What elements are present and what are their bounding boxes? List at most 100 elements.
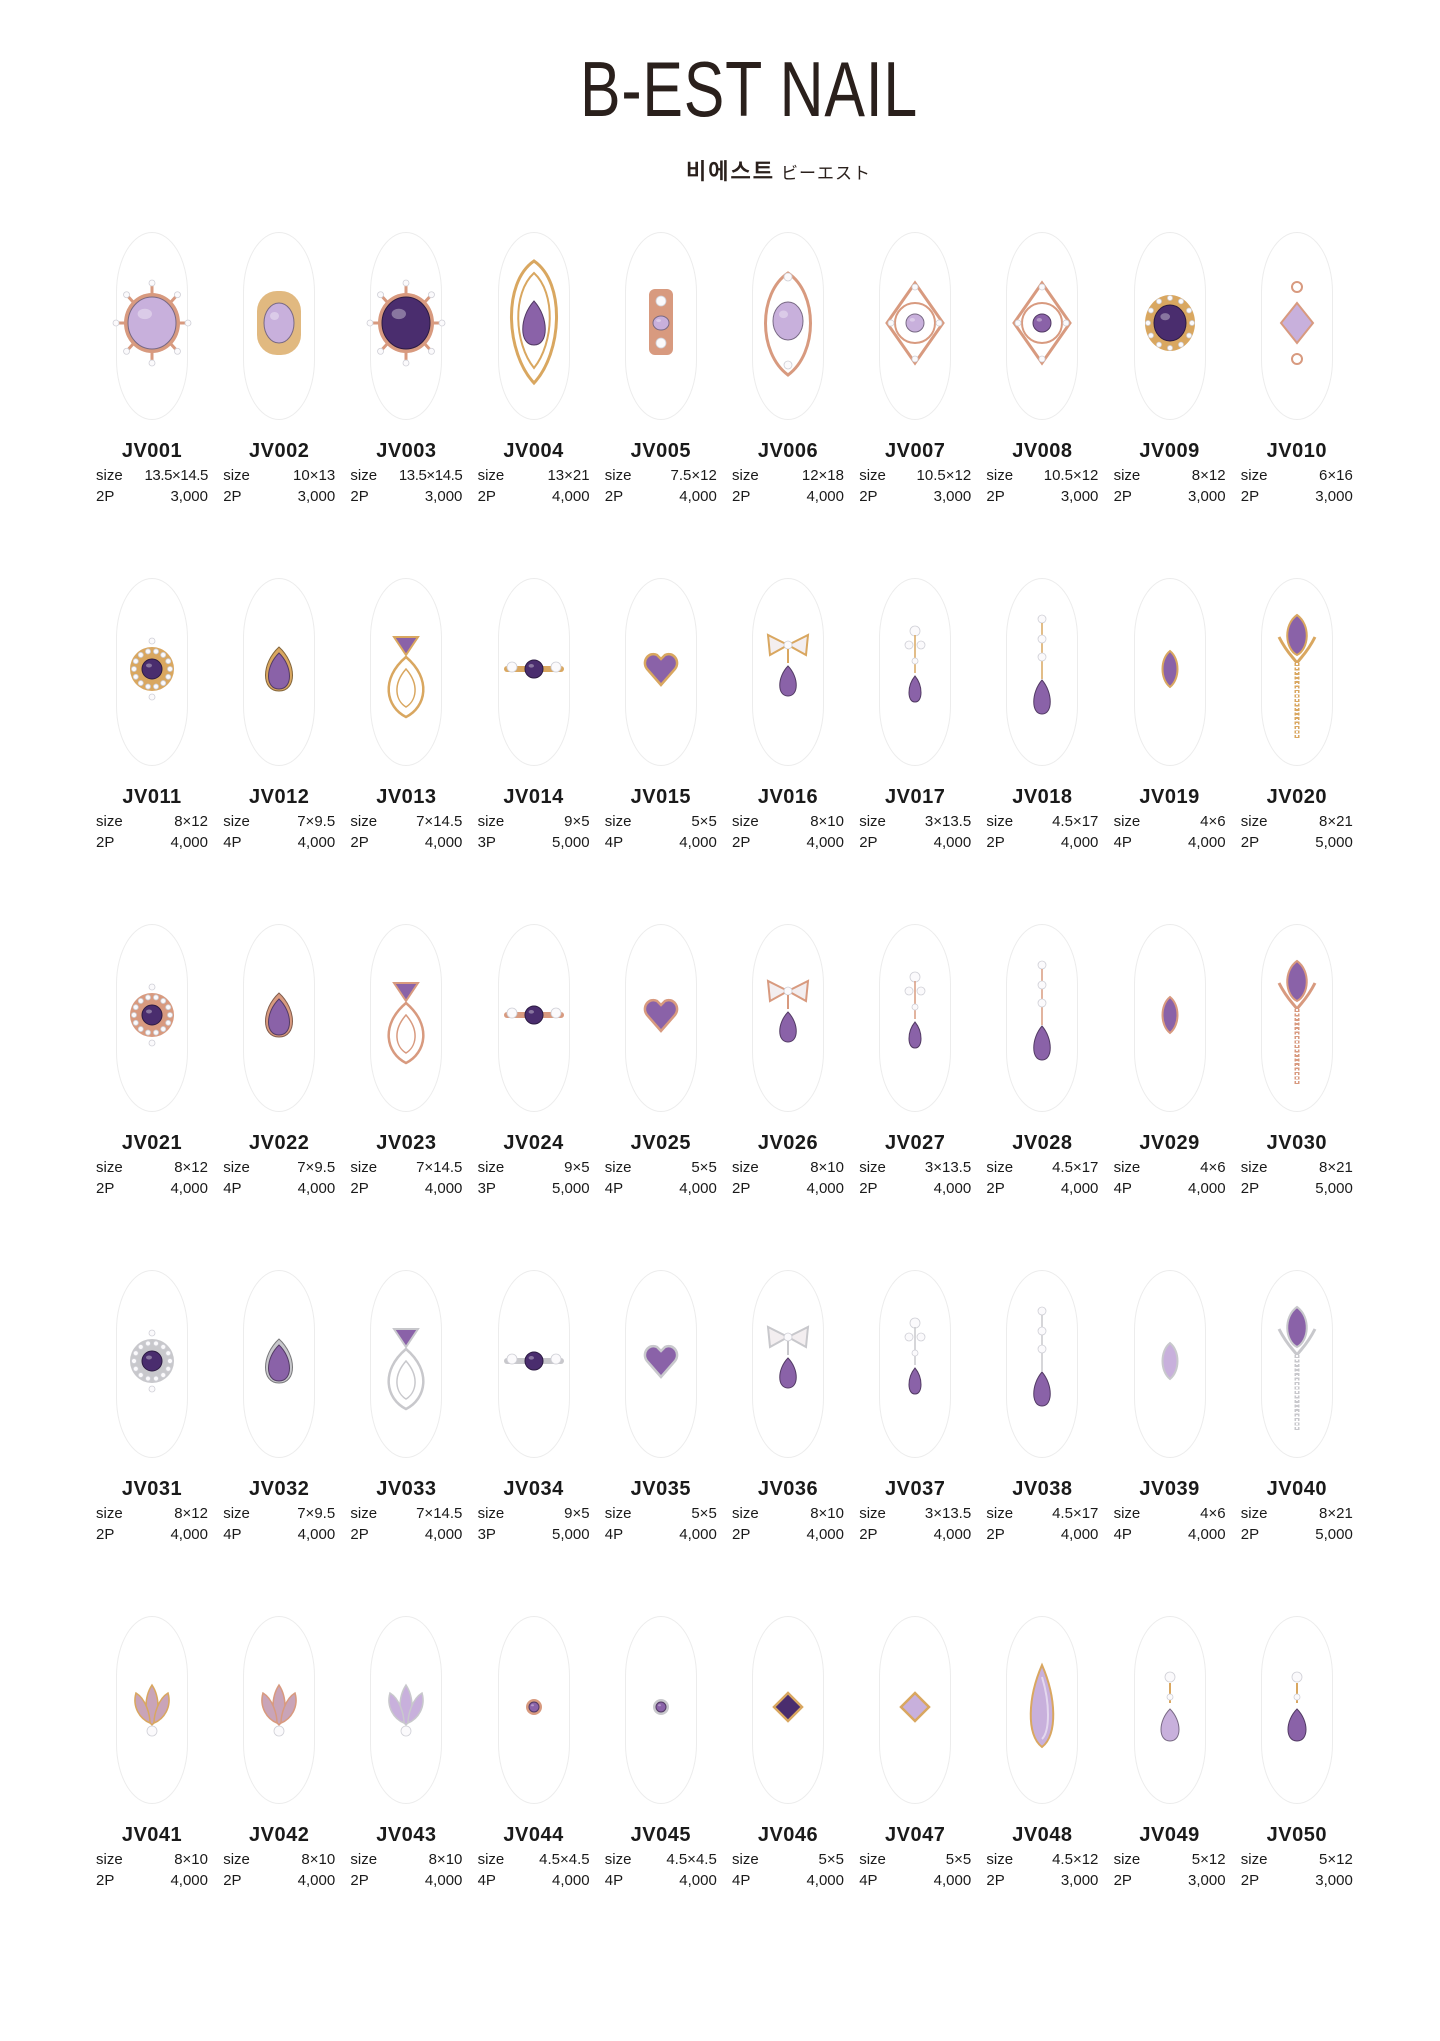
product-code: JV025 [630,1132,691,1154]
nail-tip-image [752,924,824,1112]
charm-illustration [764,271,812,377]
size-label: size [604,1159,632,1176]
charm-illustration [1279,281,1315,365]
product-quantity: 4P [859,1872,878,1889]
charm-illustration [134,1683,170,1737]
product-card: JV010 size 6×16 2P 3,000 [1241,232,1359,532]
product-price: 4,000 [424,834,463,851]
nail-tip-image [1006,924,1079,1112]
size-label: size [604,813,632,830]
charm-illustration [766,979,810,1043]
product-size: 4.5×17 [1052,1159,1099,1176]
charm-illustration [904,1317,926,1395]
nail-tip-image [879,578,952,766]
brand-name: B-EST NAIL [580,45,919,133]
product-size: 4.5×17 [1052,1505,1099,1522]
product-quantity: 4P [223,1180,242,1197]
product-price: 4,000 [806,1872,844,1889]
product-price: 3,000 [1315,1872,1353,1889]
product-price: 4,000 [933,1180,972,1197]
nail-tip-image [370,578,443,766]
size-label: size [859,1505,886,1522]
product-code: JV024 [503,1132,564,1154]
product-price: 4,000 [933,834,972,851]
product-card: JV020 size 8×21 2P 5,000 [1241,578,1359,878]
nail-tip-image [879,1616,952,1804]
product-quantity: 2P [350,488,369,505]
charm-illustration [766,633,810,697]
product-price: 4,000 [424,1526,463,1543]
nail-tip-image [497,232,570,420]
product-code: JV038 [1012,1478,1073,1500]
nail-tip-image [497,924,570,1112]
product-row: JV031 size 8×12 2P 4,000 JV032 size 7×9.5 4P 4,00… [96,1270,1356,1610]
product-size: 3×13.5 [924,813,972,830]
nail-tip-image [1260,924,1333,1112]
product-card: JV005 size 7.5×12 2P 4,000 [605,232,723,532]
product-card: JV050 size 5×12 2P 3,000 [1241,1616,1359,1916]
charm-illustration [766,1325,810,1389]
size-label: size [1240,1851,1268,1868]
product-quantity: 4P [477,1872,496,1889]
product-card: JV026 size 8×10 2P 4,000 [732,924,850,1224]
product-size: 10.5×12 [1043,467,1099,484]
product-quantity: 2P [859,1526,878,1543]
product-quantity: 2P [986,488,1005,505]
product-size: 7×9.5 [297,1159,336,1176]
size-label: size [986,813,1014,830]
nail-tip-image [1006,1270,1079,1458]
product-size: 7.5×12 [670,467,717,484]
product-size: 4×6 [1200,1505,1226,1522]
product-quantity: 2P [1240,488,1260,505]
product-quantity: 2P [350,1180,369,1197]
charm-illustration [643,652,679,687]
product-card: JV004 size 13×21 2P 4,000 [478,232,596,532]
product-code: JV032 [249,1478,310,1500]
product-size: 8×10 [428,1851,463,1868]
product-code: JV048 [1012,1824,1073,1846]
size-label: size [1240,467,1268,484]
size-label: size [350,1159,378,1176]
nail-tip-image [112,232,192,420]
product-code: JV039 [1139,1478,1200,1500]
charm-illustration [1012,280,1073,366]
product-quantity: 4P [223,1526,242,1543]
size-label: size [986,1851,1014,1868]
brand-logo: B-EST NAIL 비에스트 ビーエスト [580,45,919,184]
nail-tip-image [1006,232,1079,420]
product-size: 10.5×12 [916,467,972,484]
product-quantity: 4P [732,1872,751,1889]
size-label: size [223,467,250,484]
product-size: 7×9.5 [297,813,336,830]
product-price: 4,000 [552,1872,590,1889]
product-code: JV030 [1266,1132,1327,1154]
charm-illustration [648,289,673,355]
charm-illustration [387,636,425,719]
product-code: JV036 [757,1478,819,1500]
product-card: JV008 size 10.5×12 2P 3,000 [986,232,1104,532]
product-card: JV031 size 8×12 2P 4,000 [96,1270,214,1570]
charm-illustration [904,971,926,1049]
product-card: JV016 size 8×10 2P 4,000 [732,578,850,878]
product-card: JV030 size 8×21 2P 5,000 [1241,924,1359,1224]
charm-illustration [643,1344,679,1379]
size-label: size [350,1505,378,1522]
product-price: 4,000 [297,1526,336,1543]
product-price: 4,000 [297,1180,336,1197]
product-code: JV031 [121,1478,183,1500]
brand-subtitle-japanese: ビーエスト [780,164,871,183]
product-size: 7×14.5 [416,1505,463,1522]
charm-illustration [643,998,679,1033]
product-quantity: 2P [350,1526,369,1543]
charm-illustration [261,1683,297,1737]
charm-illustration [1160,1671,1180,1742]
size-label: size [96,1159,123,1176]
product-size: 9×5 [564,1159,590,1176]
product-row: JV021 size 8×12 2P 4,000 JV022 size 7×9.5 4P 4,00… [96,924,1356,1264]
nail-tip-image [243,232,316,420]
size-label: size [859,1159,886,1176]
size-label: size [859,813,886,830]
nail-tip-image [370,924,443,1112]
size-label: size [96,1851,123,1868]
product-size: 13×21 [547,467,590,484]
